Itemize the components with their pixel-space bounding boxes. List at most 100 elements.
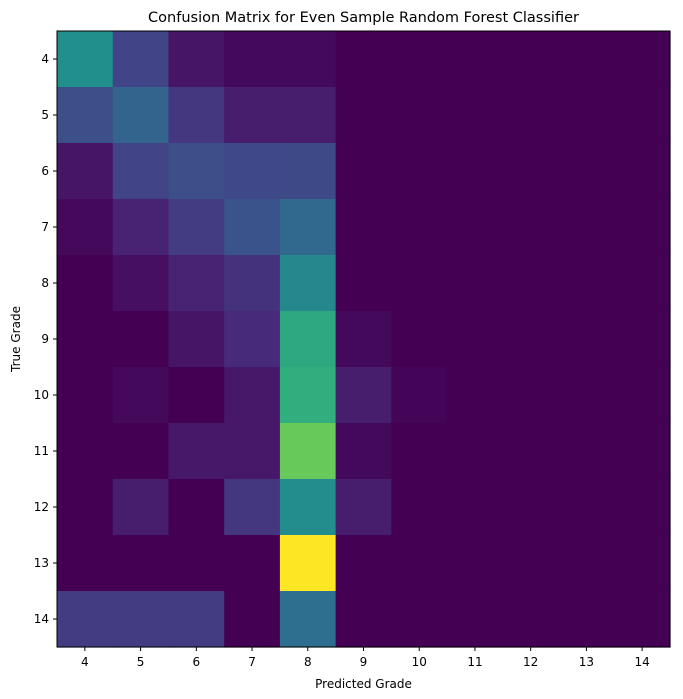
heatmap-cell [614,479,671,536]
heatmap-cell [335,199,392,256]
heatmap-cell [558,311,615,368]
heatmap-cell [335,143,392,200]
x-tick-label: 14 [634,655,649,669]
heatmap-cell [614,535,671,592]
heatmap-cell [279,311,337,368]
heatmap-cell [502,591,560,648]
heatmap-cell [224,479,281,536]
heatmap-cell [335,479,392,536]
heatmap-cell [112,479,170,536]
heatmap-cell [168,535,225,592]
heatmap-cell [168,591,225,648]
x-tick-label: 5 [137,655,145,669]
heatmap-cell [558,87,615,144]
heatmap-cell [614,31,671,88]
y-tick-label: 11 [34,444,49,458]
y-tick-label: 6 [41,164,49,178]
y-axis-ticks: 4 5 6 7 8 9 10 11 12 13 14 [34,52,57,626]
heatmap-cell [502,535,560,592]
heatmap-cell [614,311,671,368]
heatmap-cell [614,199,671,256]
heatmap-cell [57,423,114,480]
y-tick-label: 13 [34,556,49,570]
heatmap-cell [558,591,615,648]
y-tick-label: 12 [34,500,49,514]
heatmap-cell [112,199,170,256]
heatmap-cell [502,423,560,480]
heatmap-cell [112,143,170,200]
heatmap-cell [335,31,392,88]
heatmap-cell [558,423,615,480]
heatmap-cell [447,423,504,480]
heatmap-cell [168,479,225,536]
heatmap-cell [502,367,560,424]
heatmap-cell [558,479,615,536]
heatmap-cell [57,479,114,536]
heatmap-cell [224,255,281,312]
y-tick-label: 9 [41,332,49,346]
heatmap-cell [279,535,337,592]
heatmap-cell [112,367,170,424]
heatmap-cell [391,87,448,144]
heatmap-cell [447,199,504,256]
heatmap-cell [391,31,448,88]
heatmap-cell [502,87,560,144]
heatmap-cell [335,591,392,648]
heatmap-cell [279,87,337,144]
x-tick-label: 4 [81,655,89,669]
heatmap-cell [224,199,281,256]
y-tick-label: 10 [34,388,49,402]
heatmap-cell [57,199,114,256]
heatmap-cell [447,31,504,88]
heatmap-cell [391,479,448,536]
y-tick-label: 8 [41,276,49,290]
heatmap-cell [502,311,560,368]
x-tick-label: 8 [304,655,312,669]
heatmap-cell [335,367,392,424]
heatmap-cell [57,31,114,88]
y-tick-label: 5 [41,108,49,122]
heatmap-cell [447,311,504,368]
heatmap-cell [447,143,504,200]
x-tick-label: 10 [412,655,427,669]
heatmap-cell [224,367,281,424]
heatmap-cell [502,199,560,256]
heatmap-cell [502,143,560,200]
x-axis-ticks: 4 5 6 7 8 9 10 11 12 13 14 [81,647,650,669]
heatmap-cell [447,535,504,592]
heatmap-cell [558,367,615,424]
heatmap-cell [168,143,225,200]
y-tick-label: 4 [41,52,49,66]
heatmap-cell [168,311,225,368]
heatmap-cell [168,255,225,312]
heatmap-cell [224,87,281,144]
x-axis-label: Predicted Grade [315,677,412,691]
x-tick-label: 11 [467,655,482,669]
y-tick-label: 7 [41,220,49,234]
heatmap-cell [558,535,615,592]
x-tick-label: 12 [523,655,538,669]
heatmap-cell [224,311,281,368]
heatmap-cell [391,255,448,312]
heatmap-cell [57,367,114,424]
heatmap-cell [112,591,170,648]
heatmap-cell [502,31,560,88]
x-tick-label: 13 [579,655,594,669]
y-axis-label: True Grade [9,306,23,373]
chart-title: Confusion Matrix for Even Sample Random … [148,10,579,26]
heatmap-cell [224,535,281,592]
heatmap-cell [391,535,448,592]
heatmap-cell [224,423,281,480]
heatmap-cell [279,31,337,88]
heatmap-cell [447,367,504,424]
heatmap-cell [112,255,170,312]
heatmap-cell [614,367,671,424]
y-tick-label: 14 [34,612,49,626]
heatmap-cell [502,479,560,536]
heatmap-cell [558,143,615,200]
heatmap-cell [168,423,225,480]
heatmap-cell [558,199,615,256]
heatmap-cell [614,423,671,480]
heatmap-cell [279,367,337,424]
